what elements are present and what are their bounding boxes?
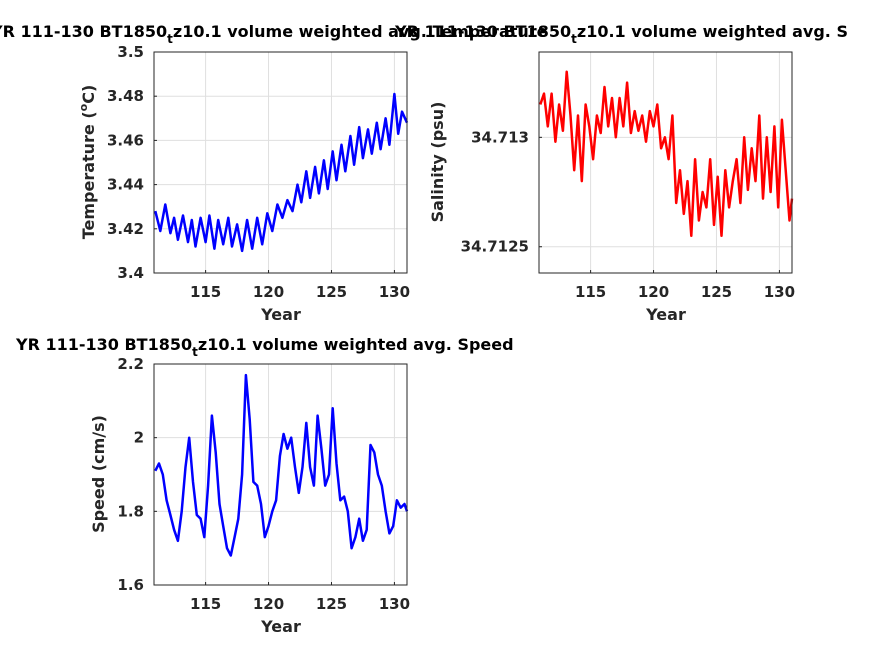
ylabel-temperature-main: Temperature ( [79,111,98,239]
grid-temperature [154,51,407,274]
x-tick-label: 130 [764,283,795,301]
series-line-temperature [154,92,409,253]
xlabel-speed: Year [260,617,301,636]
y-tick-label: 1.6 [117,576,144,594]
ylabel-speed: Speed (cm/s) [89,415,108,533]
series-line-speed [154,373,409,557]
y-tick-label: 3.46 [107,131,144,149]
ylabel-salinity: Salinity (psu) [428,102,447,223]
title-temperature-rest: z10.1 volume weighted avg. Temperature [173,22,548,41]
ticks-salinity: 115 120 125 130 34.7125 34.713 [461,128,795,301]
ylabel-temperature-rest: C) [79,85,98,104]
x-tick-label: 130 [379,595,410,613]
xlabel-temperature: Year [260,305,301,324]
y-tick-label: 3.48 [107,87,144,105]
title-speed: YR 111-130 BT1850tz10.1 volume weighted … [15,335,514,359]
x-tick-label: 125 [316,595,347,613]
title-salinity: YR 111-130 BT1850tz10.1 volume weighted … [394,22,848,46]
x-tick-label: 115 [190,283,221,301]
y-tick-label: 2 [134,429,144,447]
title-speed-sub: t [192,345,198,359]
x-tick-label: 130 [379,283,410,301]
series-line-salinity [539,70,794,238]
x-tick-label: 120 [253,595,284,613]
x-tick-label: 125 [316,283,347,301]
title-temperature: YR 111-130 BT1850tz10.1 volume weighted … [0,22,548,46]
ylabel-temperature-sup: o [77,103,90,111]
x-tick-label: 120 [253,283,284,301]
title-salinity-sub: t [571,32,577,46]
xlabel-salinity: Year [645,305,686,324]
title-temperature-sub: t [167,32,173,46]
title-temperature-main: YR 111-130 BT1850 [0,22,167,41]
x-tick-label: 115 [575,283,606,301]
y-tick-label: 3.42 [107,220,144,238]
ticks-temperature: 115 120 125 130 3.4 3.42 3.44 3.46 3.48 3.5 [107,43,410,301]
panel-salinity: 115 120 125 130 34.7125 34.713 YR 111-130 BT1… [394,22,848,324]
x-tick-label: 120 [638,283,669,301]
x-tick-label: 125 [701,283,732,301]
panel-temperature: 115 120 125 130 3.4 3.42 3.44 3.46 3.48 3.5 YR 11… [0,22,548,324]
title-speed-rest: z10.1 volume weighted avg. Speed [198,335,514,354]
y-tick-label: 1.8 [117,502,144,520]
axes-box-salinity [538,51,793,274]
y-tick-label: 34.713 [471,128,529,146]
y-tick-label: 2.2 [117,355,144,373]
title-salinity-rest: z10.1 volume weighted avg. S [577,22,848,41]
y-tick-label: 3.44 [107,176,144,194]
axes-box-temperature [153,51,408,274]
title-salinity-main: YR 111-130 BT1850 [394,22,571,41]
ticks-speed: 115 120 125 130 1.6 1.8 2 2.2 [117,355,410,613]
y-tick-label: 3.5 [117,43,144,61]
x-tick-label: 115 [190,595,221,613]
title-speed-main: YR 111-130 BT1850 [15,335,192,354]
y-tick-label: 3.4 [117,264,144,282]
ylabel-temperature: Temperature (oC) [77,85,98,240]
y-tick-label: 34.7125 [461,238,529,256]
panel-speed: 115 120 125 130 1.6 1.8 2 2.2 YR 111-130 BT1850… [15,335,514,636]
axes-box-speed [153,363,408,586]
